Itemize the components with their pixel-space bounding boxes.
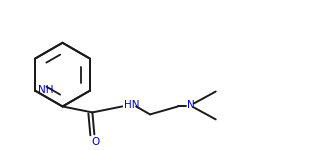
Text: HN: HN bbox=[124, 100, 140, 110]
Text: N: N bbox=[187, 100, 195, 110]
Text: NH: NH bbox=[38, 85, 53, 94]
Text: O: O bbox=[91, 137, 99, 147]
